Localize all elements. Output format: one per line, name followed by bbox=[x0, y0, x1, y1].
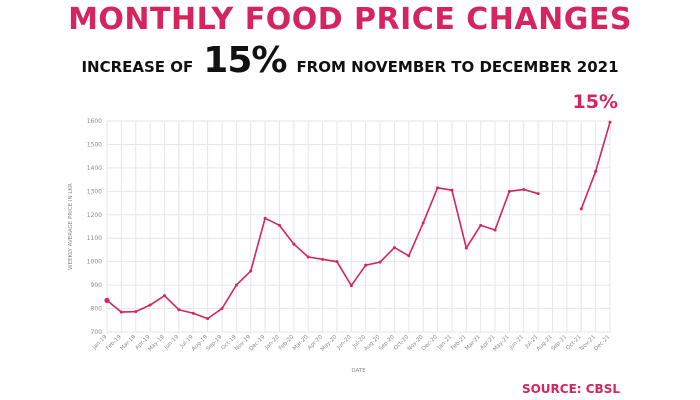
data-point bbox=[162, 294, 166, 298]
data-point bbox=[421, 221, 425, 225]
x-tick-label: Jun-20 bbox=[335, 334, 353, 352]
y-tick-label: 1000 bbox=[87, 259, 102, 266]
data-point bbox=[479, 223, 483, 227]
data-point bbox=[321, 257, 325, 261]
x-tick-label: Dec-20 bbox=[421, 334, 439, 352]
y-tick-label: 1500 bbox=[87, 141, 102, 148]
series-line bbox=[106, 121, 611, 320]
dec-21-callout: 15% bbox=[573, 91, 618, 113]
y-tick-label: 900 bbox=[91, 282, 103, 289]
data-point bbox=[191, 311, 195, 315]
x-tick-label: May-21 bbox=[492, 334, 511, 353]
data-point bbox=[134, 310, 138, 314]
data-point bbox=[177, 308, 181, 312]
x-tick-label: Jun-19 bbox=[163, 334, 181, 352]
x-tick-label: May-20 bbox=[320, 334, 339, 353]
x-tick-label: Dec-21 bbox=[593, 334, 611, 352]
x-tick-label: Mar-19 bbox=[119, 334, 137, 352]
y-axis-ticks: 700 800 900 1000 1100 1200 1300 1400 1500 1600 bbox=[87, 118, 102, 336]
data-point bbox=[464, 246, 468, 250]
y-tick-label: 1400 bbox=[87, 165, 102, 172]
data-point bbox=[249, 269, 253, 273]
data-point bbox=[579, 207, 583, 211]
data-point bbox=[407, 254, 411, 258]
data-point bbox=[522, 187, 526, 191]
x-tick-label: Mar-20 bbox=[292, 334, 310, 352]
data-point bbox=[292, 242, 296, 246]
x-tick-label: Dec-19 bbox=[248, 334, 266, 352]
data-point bbox=[306, 255, 310, 259]
data-point bbox=[234, 283, 238, 287]
y-tick-label: 1600 bbox=[87, 118, 102, 125]
x-tick-label: Sep-21 bbox=[550, 334, 568, 352]
y-tick-label: 800 bbox=[91, 306, 103, 313]
data-point bbox=[104, 297, 110, 303]
x-tick-label: Jun-21 bbox=[508, 334, 525, 351]
x-axis-label: DATE bbox=[351, 368, 366, 374]
data-point bbox=[536, 192, 540, 196]
data-point bbox=[378, 260, 382, 264]
data-point bbox=[493, 228, 497, 232]
data-point bbox=[507, 189, 511, 193]
data-point bbox=[608, 120, 612, 124]
y-axis-label: WEEKLY AVERAGE PRICE IN LKR bbox=[68, 183, 74, 270]
data-point bbox=[450, 188, 454, 192]
data-point bbox=[364, 263, 368, 267]
subtitle-percentage: 15% bbox=[203, 40, 287, 81]
data-point bbox=[206, 317, 210, 321]
data-point bbox=[349, 284, 353, 288]
y-tick-label: 1300 bbox=[87, 188, 102, 195]
data-point bbox=[277, 223, 281, 227]
x-tick-label: Mar-21 bbox=[464, 334, 482, 352]
x-tick-label: May-19 bbox=[147, 334, 166, 353]
subtitle-prefix: INCREASE OF bbox=[81, 58, 194, 76]
y-tick-label: 700 bbox=[91, 329, 103, 336]
data-point bbox=[148, 303, 152, 307]
x-tick-label: Sep-19 bbox=[205, 334, 223, 352]
source-note: SOURCE: CBSL bbox=[521, 382, 620, 396]
chart-title: MONTHLY FOOD PRICE CHANGES bbox=[68, 2, 632, 37]
data-point bbox=[436, 186, 440, 190]
data-point bbox=[263, 216, 267, 220]
data-point bbox=[119, 310, 123, 314]
series-points bbox=[104, 120, 612, 321]
data-point bbox=[392, 246, 396, 250]
data-point bbox=[335, 260, 339, 264]
y-tick-label: 1100 bbox=[87, 235, 102, 242]
data-point bbox=[594, 169, 598, 173]
data-point bbox=[220, 307, 224, 311]
x-tick-label: Sep-20 bbox=[378, 334, 396, 352]
chart-grid bbox=[106, 120, 611, 333]
subtitle-suffix: FROM NOVEMBER TO DECEMBER 2021 bbox=[296, 58, 619, 76]
y-tick-label: 1200 bbox=[87, 212, 102, 219]
chart-subtitle: INCREASE OF 15% FROM NOVEMBER TO DECEMBE… bbox=[0, 40, 700, 81]
